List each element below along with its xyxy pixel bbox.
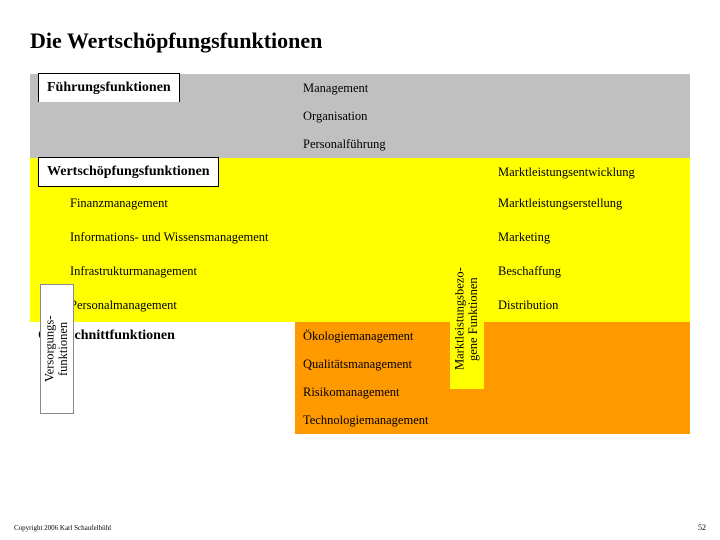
row-fuehrung-3: Personalführung [30,130,690,158]
fuehrung-headcell: Führungsfunktionen [30,74,295,102]
row-fuehrung-2: Organisation [30,102,690,130]
wert-headcell: Wertschöpfungsfunktionen [30,158,295,186]
row-wert-header: Wertschöpfungsfunktionen Marktleistungse… [30,158,690,186]
row-fuehrung-1: Führungsfunktionen Management [30,74,690,102]
row-quer-2: Qualitätsmanagement [30,350,690,378]
wert-right-2: Beschaffung [490,254,690,288]
wert-right-0: Marktleistungserstellung [490,186,690,220]
wert-right-3: Distribution [490,288,690,322]
row-quer-4: Technologiemanagement [30,406,690,434]
row-wert-4: Personalmanagement Distribution [30,288,690,322]
vlabel-versorgung: Versorgungs- funktionen [40,284,74,414]
fuehrung-header-box: Führungsfunktionen [38,73,180,103]
wert-left-0: Finanzmanagement [30,186,472,220]
wert-left-3: Personalmanagement [30,288,472,322]
wert-right-1: Marketing [490,220,690,254]
wert-header-box: Wertschöpfungsfunktionen [38,157,219,187]
slide: Die Wertschöpfungsfunktionen Führungsfun… [0,0,720,540]
wert-left-2: Infrastrukturmanagement [30,254,472,288]
row-quer-3: Risikomanagement [30,378,690,406]
fuehrung-item-1: Organisation [295,102,690,130]
quer-item-2: Risikomanagement [295,378,690,406]
vlabel-marktleistung: Marktleistungsbezo- gene Funktionen [450,249,484,389]
page-number: 52 [698,523,706,532]
diagram-grid: Führungsfunktionen Management Organisati… [30,74,690,434]
quer-item-3: Technologiemanagement [295,406,690,434]
row-wert-1: Finanzmanagement Marktleistungserstellun… [30,186,690,220]
quer-item-0: Ökologiemanagement [295,322,690,350]
wert-right-top: Marktleistungsentwicklung [490,158,690,186]
row-quer-1: Querschnittfunktionen Ökologiemanagement [30,322,690,350]
row-wert-3: Infrastrukturmanagement Beschaffung [30,254,690,288]
quer-item-1: Qualitätsmanagement [295,350,690,378]
copyright-footer: Copyright 2006 Karl Schaufelbühl [14,524,111,532]
vlabel-versorgung-text: Versorgungs- funktionen [43,316,71,382]
slide-title: Die Wertschöpfungsfunktionen [30,28,690,54]
fuehrung-item-2: Personalführung [295,130,690,158]
row-wert-2: Informations- und Wissensmanagement Mark… [30,220,690,254]
wert-left-1: Informations- und Wissensmanagement [30,220,472,254]
vlabel-marktleistung-text: Marktleistungsbezo- gene Funktionen [453,268,481,371]
fuehrung-item-0: Management [295,74,690,102]
